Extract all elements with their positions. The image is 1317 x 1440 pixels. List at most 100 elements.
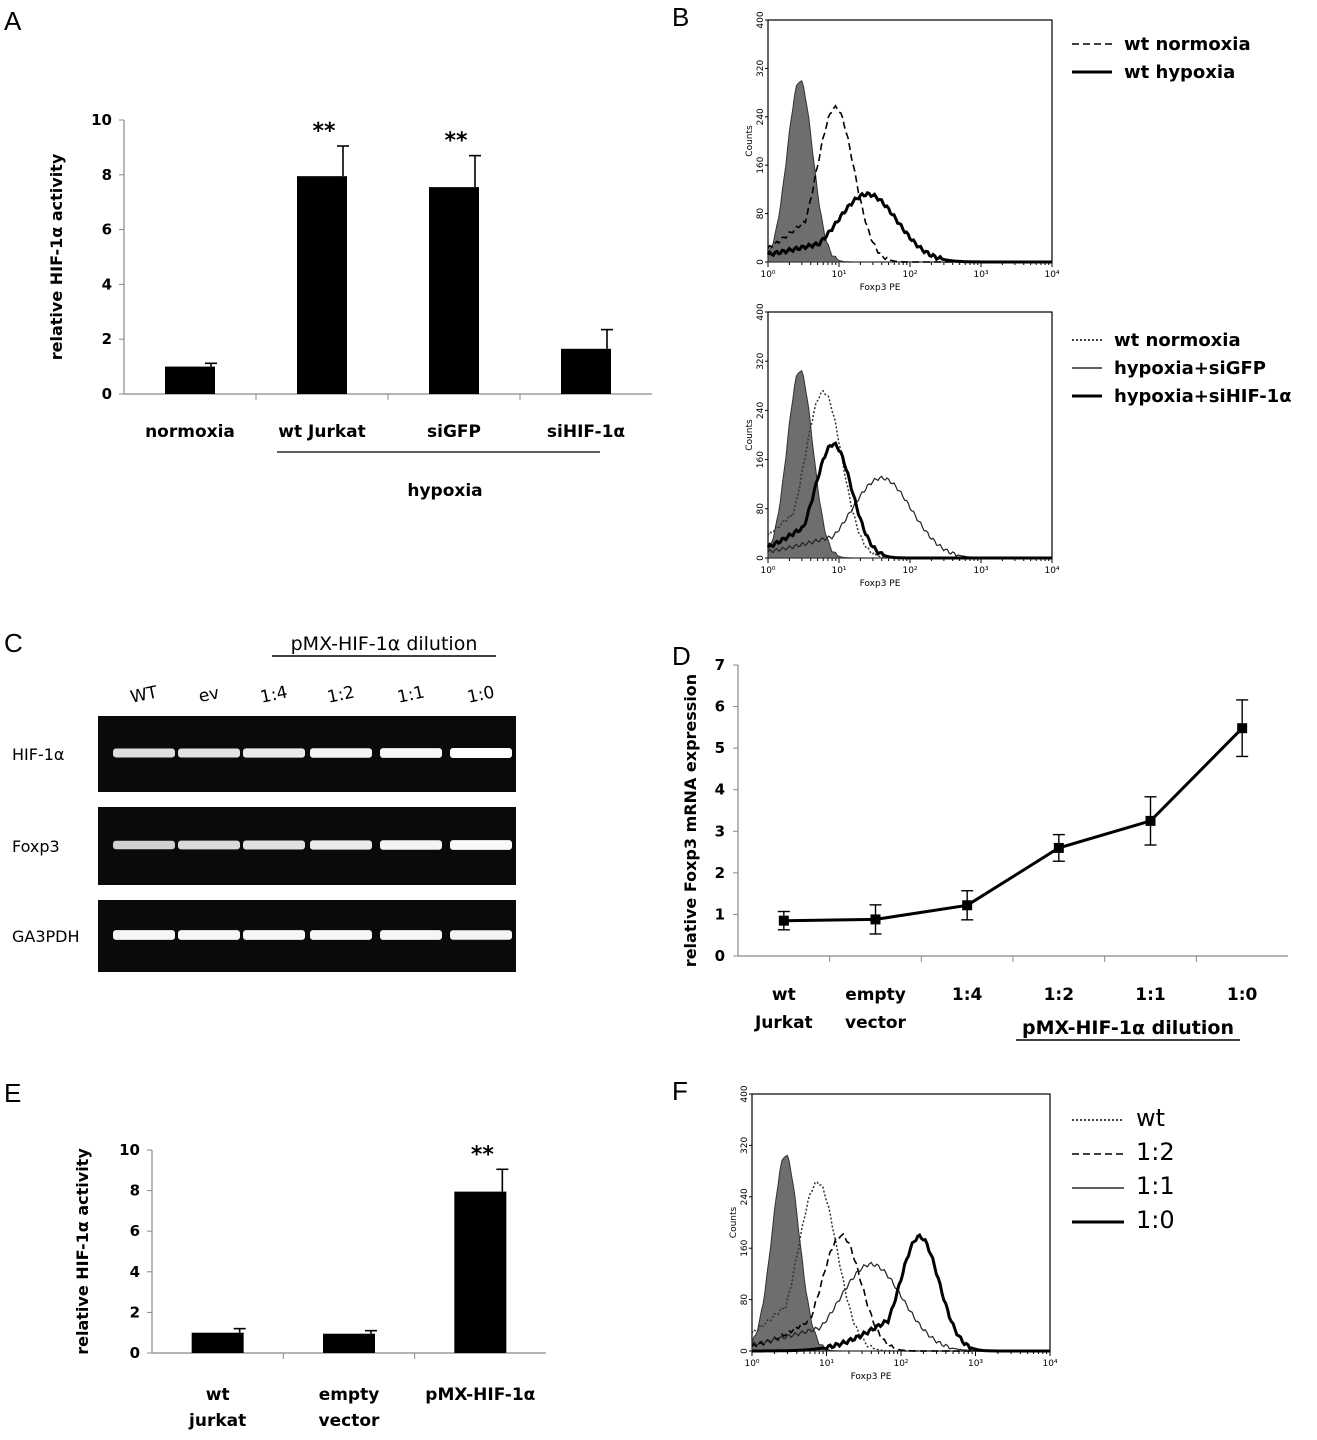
data-point (778, 915, 789, 926)
panel-e-bar-chart: 0 2 4 6 8 10 wt jurkat empty vector ** pMX-HIF-1α re… (73, 1141, 546, 1431)
gel-band (380, 840, 442, 850)
gel-band (243, 840, 305, 850)
y-tick-label: 4 (715, 781, 725, 799)
gel-band (178, 840, 240, 850)
y-tick-label: 7 (715, 656, 725, 674)
x-tick-label: 10² (902, 566, 917, 576)
y-tick-label: 6 (130, 1222, 140, 1240)
category-label: 1:2 (1044, 985, 1074, 1005)
series-line (783, 727, 1244, 923)
data-point (1145, 815, 1156, 826)
legend-label: 1:1 (1136, 1172, 1175, 1200)
panel-letter-a: A (4, 6, 22, 36)
bar (165, 366, 215, 394)
data-point (870, 914, 881, 925)
data-point (1053, 842, 1064, 853)
gel-band (380, 930, 442, 940)
y-axis-label: Counts (745, 125, 755, 157)
data-point (1237, 723, 1248, 734)
y-tick-label: 4 (130, 1263, 140, 1281)
category-label: wt Jurkat (278, 422, 365, 442)
gel-band (243, 930, 305, 940)
gel-band (450, 930, 512, 940)
gel-lane-label: WT (129, 682, 160, 707)
gel-row-label: Foxp3 (12, 837, 60, 856)
y-axis-label: relative HIF-1α activity (47, 153, 66, 360)
category-label: vector (319, 1411, 380, 1431)
gel-band (310, 930, 372, 940)
legend-label: wt hypoxia (1124, 62, 1235, 83)
y-tick-label: 8 (130, 1182, 140, 1200)
gel-band (310, 748, 372, 758)
significance-marker: ** (471, 1142, 495, 1167)
y-tick-label: 400 (756, 11, 766, 28)
y-tick-label: 5 (715, 739, 725, 757)
legend-label: hypoxia+siHIF-1α (1114, 386, 1292, 407)
y-tick-label: 10 (91, 111, 112, 129)
gel-band (178, 748, 240, 758)
category-label: siHIF-1α (547, 422, 625, 442)
histogram-series (766, 190, 1052, 264)
legend-label: wt normoxia (1124, 34, 1251, 55)
gel-band (450, 748, 512, 758)
y-tick-label: 160 (756, 451, 766, 468)
y-tick-label: 160 (756, 156, 766, 173)
bar (191, 1332, 244, 1353)
bar (429, 187, 479, 394)
legend-label: 1:0 (1136, 1206, 1175, 1234)
gel-row-label: GA3PDH (12, 927, 80, 946)
panel-b-top-histogram: 0 80 160 240 320 400 10⁰ 10¹ 10² 10³ 10⁴ Counts Foxp… (745, 11, 1251, 293)
bar (323, 1333, 375, 1353)
gel-lane-label: 1:1 (396, 682, 427, 707)
x-tick-label: 10¹ (819, 1359, 834, 1369)
gel-band (310, 840, 372, 850)
histogram-series (752, 1233, 1050, 1353)
y-tick-label: 0 (130, 1344, 140, 1362)
y-tick-label: 320 (740, 1137, 750, 1154)
panel-letter-d: D (672, 641, 691, 671)
gel-band (450, 840, 512, 850)
y-tick-label: 6 (715, 698, 725, 716)
x-axis-label: pMX-HIF-1α dilution (1022, 1017, 1234, 1039)
panel-letter-f: F (672, 1076, 688, 1106)
y-tick-label: 0 (102, 385, 112, 403)
x-tick-label: 10⁰ (744, 1359, 759, 1369)
x-tick-label: 10² (902, 270, 917, 280)
y-tick-label: 320 (756, 352, 766, 369)
gel-band (380, 748, 442, 758)
histogram-series (751, 1181, 1050, 1352)
panel-c-gel: pMX-HIF-1α dilution WT ev 1:4 1:2 1:1 1:0 HIF-1… (12, 633, 516, 972)
data-point (962, 900, 973, 911)
x-tick-label: 10¹ (831, 566, 846, 576)
x-tick-label: 10⁰ (760, 566, 775, 576)
y-tick-label: 8 (102, 166, 112, 184)
x-tick-label: 10¹ (831, 270, 846, 280)
histogram-isotype (751, 1154, 1050, 1352)
panel-letter-e: E (4, 1078, 21, 1108)
panel-f-histogram: 0 80 160 240 320 400 10⁰ 10¹ 10² 10³ 10⁴ Counts Foxp… (729, 1085, 1175, 1382)
x-tick-label: 10³ (973, 566, 988, 576)
panel-d-line-chart: 0 1 2 3 4 5 6 7 wt Jurkat empty vector 1:4 1:2 1:1 1:0 p… (681, 656, 1288, 1041)
gel-band (113, 748, 175, 758)
panel-letter-c: C (4, 628, 23, 658)
y-tick-label: 10 (119, 1141, 140, 1159)
x-tick-label: 10⁴ (1042, 1359, 1057, 1369)
y-tick-label: 240 (756, 402, 766, 419)
significance-marker: ** (444, 129, 468, 154)
y-tick-label: 3 (715, 822, 725, 840)
x-axis-label: Foxp3 PE (860, 579, 901, 589)
legend-label: 1:2 (1136, 1138, 1175, 1166)
y-tick-label: 2 (130, 1303, 140, 1321)
category-label: 1:4 (952, 985, 983, 1005)
panel-letter-b: B (672, 2, 689, 32)
y-axis-label: Counts (745, 419, 755, 451)
y-tick-label: 0 (740, 1348, 750, 1354)
x-tick-label: 10⁴ (1044, 270, 1059, 280)
histogram-series (766, 441, 1052, 560)
y-tick-label: 320 (756, 60, 766, 77)
y-tick-label: 0 (756, 555, 766, 561)
histogram-isotype (767, 370, 1052, 559)
category-label: empty (319, 1385, 380, 1405)
panel-b-bottom-histogram: 0 80 160 240 320 400 10⁰ 10¹ 10² 10³ 10⁴ Counts Foxp… (745, 303, 1292, 589)
